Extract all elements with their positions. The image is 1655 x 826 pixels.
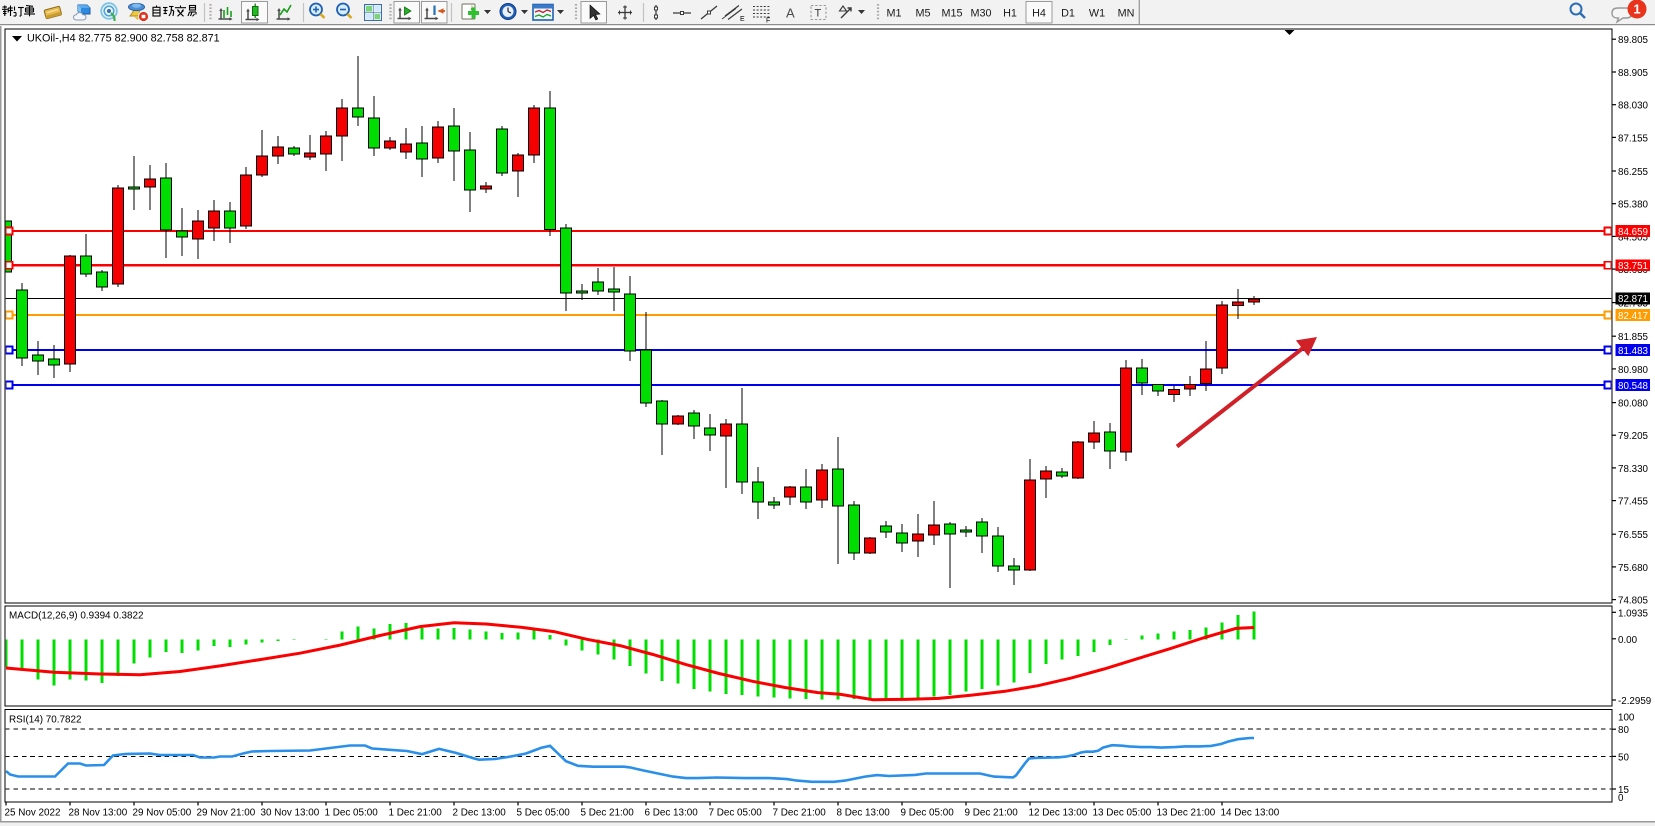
svg-text:78.330: 78.330 [1618, 464, 1649, 475]
svg-text:13 Dec 05:00: 13 Dec 05:00 [1093, 808, 1152, 819]
svg-text:76.555: 76.555 [1618, 530, 1649, 541]
svg-text:D1: D1 [1061, 8, 1075, 20]
svg-text:81.855: 81.855 [1618, 332, 1649, 343]
svg-text:5 Dec 05:00: 5 Dec 05:00 [517, 808, 571, 819]
svg-text:12 Dec 13:00: 12 Dec 13:00 [1029, 808, 1088, 819]
svg-text:80.080: 80.080 [1618, 399, 1649, 410]
svg-text:5 Dec 21:00: 5 Dec 21:00 [581, 808, 635, 819]
svg-text:84.505: 84.505 [1618, 232, 1649, 243]
svg-text:82.871: 82.871 [1618, 294, 1648, 305]
svg-text:13 Dec 21:00: 13 Dec 21:00 [1157, 808, 1216, 819]
svg-text:80: 80 [1618, 725, 1629, 736]
svg-text:W1: W1 [1089, 8, 1105, 20]
svg-text:8 Dec 13:00: 8 Dec 13:00 [837, 808, 891, 819]
svg-text:7 Dec 21:00: 7 Dec 21:00 [773, 808, 827, 819]
svg-text:1 Dec 05:00: 1 Dec 05:00 [325, 808, 379, 819]
svg-text:0: 0 [1618, 793, 1624, 804]
svg-text:T: T [815, 8, 822, 20]
svg-text:H1: H1 [1003, 8, 1017, 20]
svg-text:E: E [740, 16, 745, 23]
svg-text:A: A [786, 6, 795, 21]
svg-text:30 Nov 13:00: 30 Nov 13:00 [261, 808, 320, 819]
svg-text:F: F [766, 18, 770, 25]
svg-text:77.455: 77.455 [1618, 497, 1649, 508]
svg-text:89.805: 89.805 [1618, 35, 1649, 46]
svg-text:M1: M1 [887, 8, 902, 20]
svg-text:7 Dec 05:00: 7 Dec 05:00 [709, 808, 763, 819]
svg-text:0.00: 0.00 [1618, 635, 1638, 646]
svg-text:80.548: 80.548 [1618, 381, 1649, 392]
svg-text:MN: MN [1118, 8, 1135, 20]
svg-text:28 Nov 13:00: 28 Nov 13:00 [69, 808, 128, 819]
svg-text:1: 1 [1633, 2, 1640, 17]
svg-text:87.155: 87.155 [1618, 133, 1649, 144]
svg-text:MACD(12,26,9) 0.9394 0.3822: MACD(12,26,9) 0.9394 0.3822 [9, 611, 144, 622]
svg-text:88.905: 88.905 [1618, 68, 1649, 79]
svg-text:86.255: 86.255 [1618, 167, 1649, 178]
svg-text:6 Dec 13:00: 6 Dec 13:00 [645, 808, 699, 819]
svg-text:14 Dec 13:00: 14 Dec 13:00 [1221, 808, 1280, 819]
svg-text:83.751: 83.751 [1618, 261, 1648, 272]
svg-text:9 Dec 21:00: 9 Dec 21:00 [965, 808, 1019, 819]
svg-text:9 Dec 05:00: 9 Dec 05:00 [901, 808, 955, 819]
svg-text:29 Nov 05:00: 29 Nov 05:00 [133, 808, 192, 819]
svg-text:RSI(14) 70.7822: RSI(14) 70.7822 [9, 715, 81, 726]
svg-text:85.380: 85.380 [1618, 200, 1649, 211]
svg-text:29 Nov 21:00: 29 Nov 21:00 [197, 808, 256, 819]
svg-text:H4: H4 [1032, 8, 1046, 20]
svg-text:2 Dec 13:00: 2 Dec 13:00 [453, 808, 507, 819]
svg-text:M30: M30 [970, 8, 991, 20]
svg-text:15: 15 [1618, 785, 1629, 796]
svg-text:88.030: 88.030 [1618, 101, 1649, 112]
svg-text:84.659: 84.659 [1618, 227, 1648, 238]
svg-text:1.0935: 1.0935 [1618, 608, 1649, 619]
svg-text:M15: M15 [941, 8, 962, 20]
svg-text:81.483: 81.483 [1618, 346, 1649, 357]
svg-text:80.980: 80.980 [1618, 365, 1649, 376]
svg-text:25 Nov 2022: 25 Nov 2022 [5, 808, 61, 819]
svg-text:100: 100 [1618, 712, 1635, 723]
svg-text:50: 50 [1618, 752, 1629, 763]
svg-text:M5: M5 [916, 8, 931, 20]
svg-text:74.805: 74.805 [1618, 596, 1649, 607]
svg-text:UKOil-,H4 82.775 82.900 82.75: UKOil-,H4 82.775 82.900 82.758 82.871 [27, 33, 220, 45]
svg-text:82.417: 82.417 [1618, 311, 1648, 322]
svg-text:75.680: 75.680 [1618, 563, 1649, 574]
svg-text:-2.2959: -2.2959 [1618, 696, 1651, 707]
svg-text:1 Dec 21:00: 1 Dec 21:00 [389, 808, 443, 819]
svg-text:79.205: 79.205 [1618, 431, 1649, 442]
